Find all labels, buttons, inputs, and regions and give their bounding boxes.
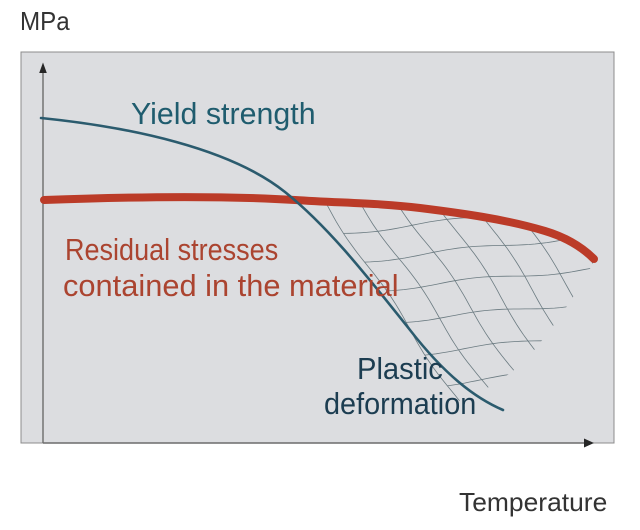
svg-text:Yield strength: Yield strength <box>131 96 316 131</box>
svg-text:Residual stresses: Residual stresses <box>65 232 278 267</box>
svg-text:Temperature: Temperature <box>459 487 607 517</box>
svg-text:Plastic: Plastic <box>357 351 443 386</box>
svg-text:MPa: MPa <box>20 6 70 36</box>
svg-text:deformation: deformation <box>324 386 476 421</box>
svg-text:contained in the material: contained in the material <box>63 268 399 303</box>
